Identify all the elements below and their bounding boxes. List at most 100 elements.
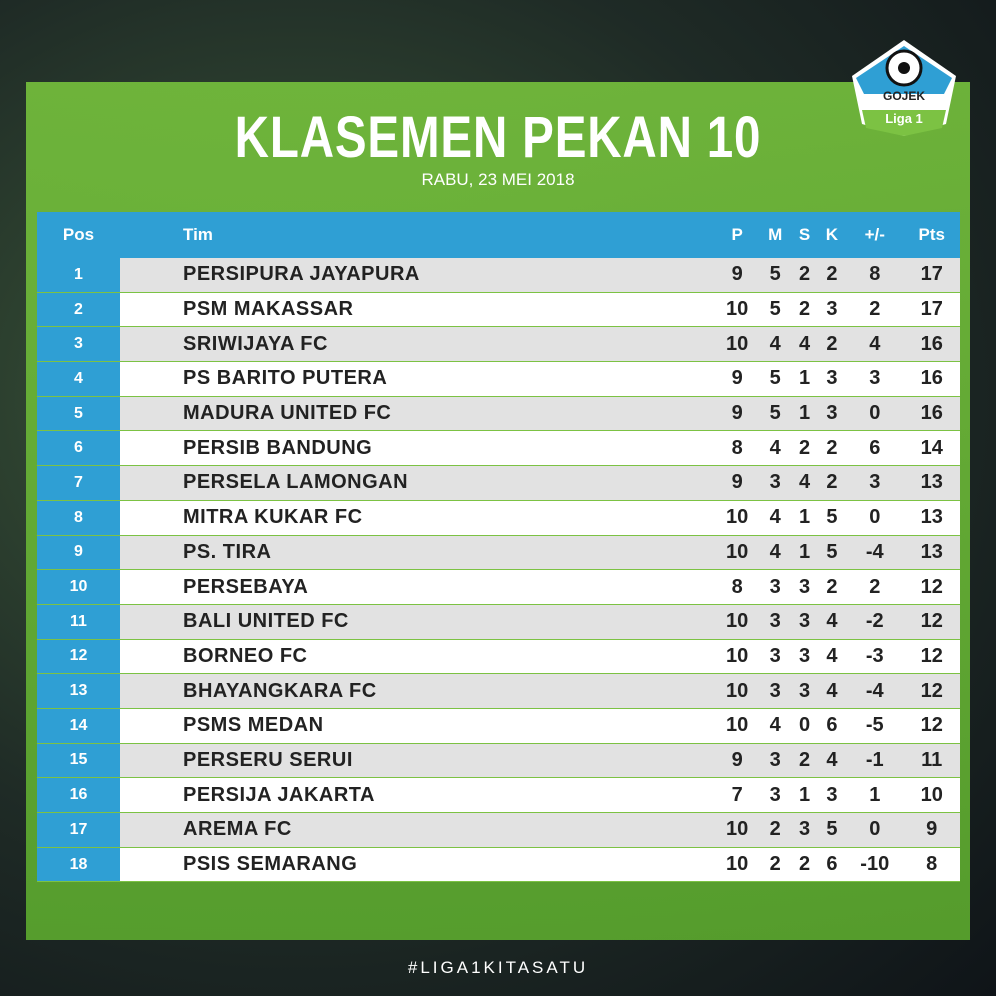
table-row: 10 PERSEBAYA 8 3 3 2 2 12 <box>37 569 960 605</box>
team-name: PERSERU SERUI <box>120 743 716 779</box>
stat-cell: 9 <box>715 743 760 779</box>
logo-league: Liga 1 <box>885 111 923 126</box>
position: 6 <box>37 430 120 467</box>
position: 13 <box>37 673 120 709</box>
stat-cell: 4 <box>791 465 818 501</box>
stat-cell: 5 <box>759 396 792 432</box>
team-name: PSIS SEMARANG <box>120 847 716 883</box>
stat-cell: 3 <box>817 777 847 813</box>
stat-cell: 10 <box>715 673 760 709</box>
column-header: P <box>715 212 760 258</box>
stat-cell: 6 <box>846 430 904 467</box>
table-body: 1 PERSIPURA JAYAPURA 9 5 2 2 8 17 2 PSM MAKASSAR 1… <box>37 258 960 883</box>
stat-cell: -4 <box>846 535 904 571</box>
position: 7 <box>37 465 120 501</box>
column-header: S <box>791 212 818 258</box>
stat-cell: 9 <box>715 258 760 293</box>
team-name: PERSIJA JAKARTA <box>120 777 716 813</box>
stat-cell: 3 <box>759 465 792 501</box>
position: 17 <box>37 812 120 848</box>
title: KLASEMEN PEKAN 10 <box>234 105 762 170</box>
stat-cell: 7 <box>715 777 760 813</box>
stat-cell: 0 <box>791 708 818 744</box>
stat-cell: 1 <box>791 396 818 432</box>
column-header: M <box>759 212 792 258</box>
stat-cell: 12 <box>903 569 960 605</box>
stat-cell: 10 <box>715 847 760 883</box>
stat-cell: 4 <box>759 535 792 571</box>
team-name: PERSEBAYA <box>120 569 716 605</box>
stat-cell: 6 <box>817 847 847 883</box>
stat-cell: 2 <box>791 292 818 328</box>
stat-cell: 12 <box>903 604 960 640</box>
stat-cell: 9 <box>715 465 760 501</box>
stat-cell: 1 <box>791 777 818 813</box>
stat-cell: 3 <box>846 465 904 501</box>
position: 9 <box>37 535 120 571</box>
stat-cell: 10 <box>715 500 760 536</box>
team-name: BALI UNITED FC <box>120 604 716 640</box>
table-row: 16 PERSIJA JAKARTA 7 3 1 3 1 10 <box>37 777 960 813</box>
table-row: 5 MADURA UNITED FC 9 5 1 3 0 16 <box>37 396 960 432</box>
logo-ball-patch <box>898 62 910 74</box>
stat-cell: 13 <box>903 465 960 501</box>
stat-cell: 8 <box>903 847 960 883</box>
position: 8 <box>37 500 120 536</box>
stat-cell: 8 <box>715 430 760 467</box>
stat-cell: -2 <box>846 604 904 640</box>
team-name: MITRA KUKAR FC <box>120 500 716 536</box>
stat-cell: 4 <box>817 673 847 709</box>
stat-cell: 5 <box>817 535 847 571</box>
stat-cell: 2 <box>817 430 847 467</box>
logo-brand: GOJEK <box>883 89 925 103</box>
stat-cell: 3 <box>759 777 792 813</box>
table-row: 8 MITRA KUKAR FC 10 4 1 5 0 13 <box>37 500 960 536</box>
stat-cell: 1 <box>791 361 818 397</box>
stat-cell: 0 <box>846 812 904 848</box>
stat-cell: 12 <box>903 673 960 709</box>
stat-cell: 3 <box>817 361 847 397</box>
stat-cell: 2 <box>846 569 904 605</box>
stat-cell: 10 <box>715 708 760 744</box>
stat-cell: 2 <box>791 258 818 293</box>
position: 2 <box>37 292 120 328</box>
column-header: Tim <box>120 212 716 258</box>
stat-cell: 1 <box>791 500 818 536</box>
header-row: Pos Tim P M S K +/- Pts <box>37 212 960 258</box>
position: 15 <box>37 743 120 779</box>
stat-cell: 10 <box>715 604 760 640</box>
stat-cell: 12 <box>903 639 960 675</box>
stat-cell: 10 <box>715 812 760 848</box>
position: 4 <box>37 361 120 397</box>
team-name: PS BARITO PUTERA <box>120 361 716 397</box>
stat-cell: 2 <box>791 847 818 883</box>
team-name: BHAYANGKARA FC <box>120 673 716 709</box>
position: 18 <box>37 847 120 883</box>
stat-cell: 8 <box>715 569 760 605</box>
stat-cell: 0 <box>846 396 904 432</box>
stat-cell: 10 <box>715 292 760 328</box>
stat-cell: 17 <box>903 258 960 293</box>
table-row: 13 BHAYANGKARA FC 10 3 3 4 -4 12 <box>37 673 960 709</box>
stat-cell: 13 <box>903 535 960 571</box>
table-row: 2 PSM MAKASSAR 10 5 2 3 2 17 <box>37 292 960 328</box>
team-name: PERSIB BANDUNG <box>120 430 716 467</box>
stat-cell: 4 <box>817 639 847 675</box>
team-name: PSM MAKASSAR <box>120 292 716 328</box>
stat-cell: -5 <box>846 708 904 744</box>
stat-cell: 16 <box>903 326 960 363</box>
stat-cell: 3 <box>759 639 792 675</box>
position: 14 <box>37 708 120 744</box>
team-name: AREMA FC <box>120 812 716 848</box>
stat-cell: 4 <box>759 430 792 467</box>
table-row: 3 SRIWIJAYA FC 10 4 4 2 4 16 <box>37 326 960 363</box>
stat-cell: 6 <box>817 708 847 744</box>
stat-cell: 4 <box>817 604 847 640</box>
stat-cell: -3 <box>846 639 904 675</box>
stat-cell: 3 <box>791 604 818 640</box>
stat-cell: 2 <box>817 326 847 363</box>
team-name: BORNEO FC <box>120 639 716 675</box>
stat-cell: 4 <box>759 326 792 363</box>
table-row: 12 BORNEO FC 10 3 3 4 -3 12 <box>37 639 960 675</box>
stat-cell: 2 <box>791 430 818 467</box>
